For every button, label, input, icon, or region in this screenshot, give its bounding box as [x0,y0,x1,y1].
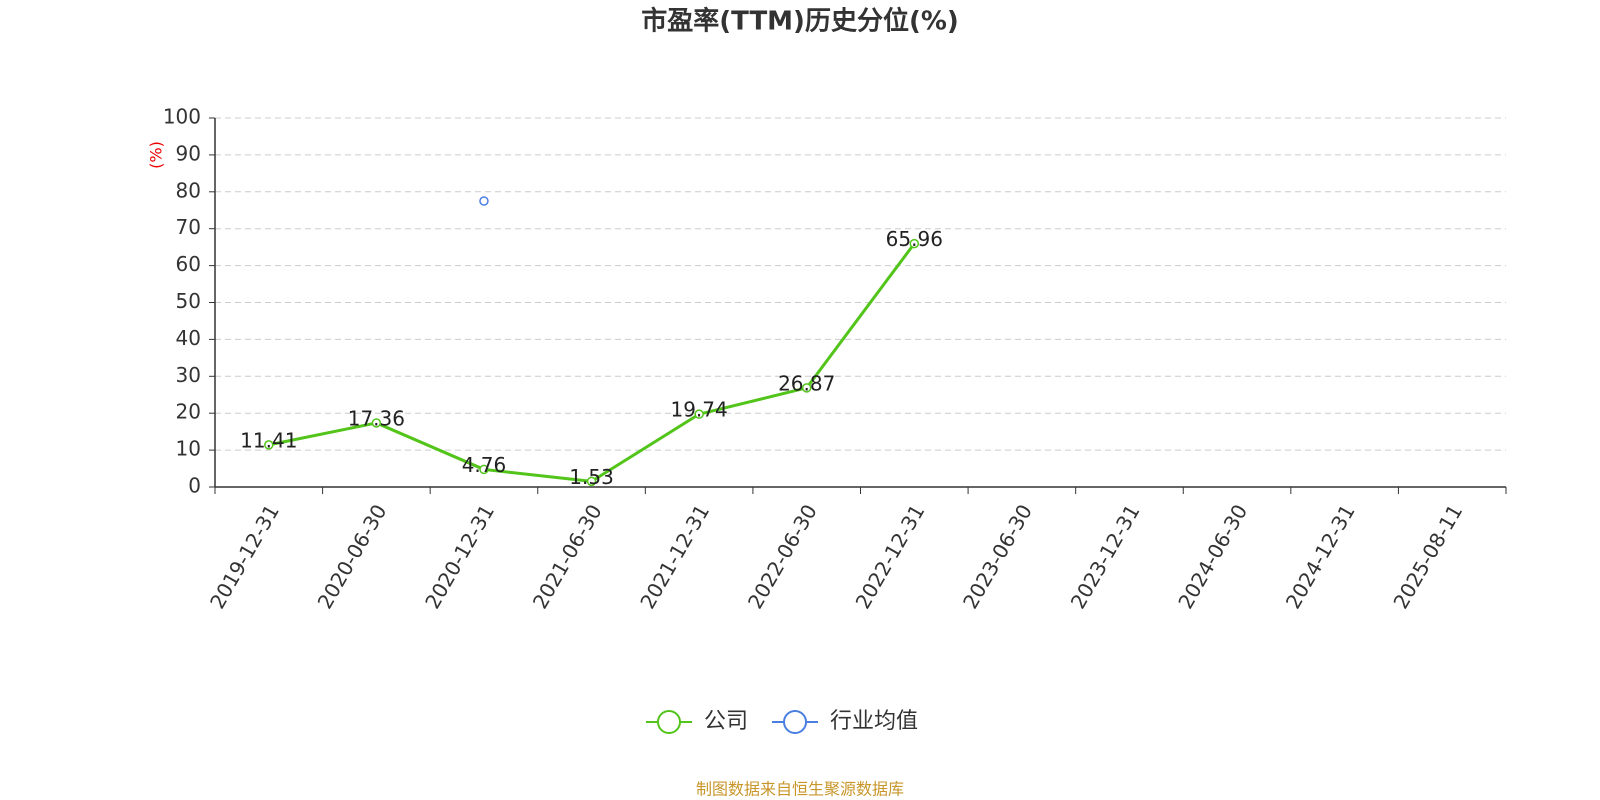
data-label: 65.96 [886,227,943,251]
x-tick-label: 2019-12-31 [205,500,284,613]
x-tick-label: 2021-06-30 [528,500,607,613]
data-label: 19.74 [670,398,727,422]
legend-marker [783,710,808,734]
chart-title: 市盈率(TTM)历史分位(%) [641,6,959,37]
y-tick-label: 40 [176,326,201,350]
y-tick-label: 90 [176,141,201,165]
x-tick-label: 2020-06-30 [313,500,392,613]
point [479,464,489,475]
point [586,476,597,487]
y-tick-label: 70 [176,215,201,239]
legend-label: 公司 [704,709,748,734]
y-tick-label: 0 [188,474,201,498]
x-tick-label: 2023-06-30 [958,500,1037,613]
data-label: 1.53 [569,465,614,489]
point [801,383,812,393]
x-tick-label: 2025-08-11 [1388,500,1467,613]
y-tick-label: 80 [176,178,201,202]
legend-label: 行业均值 [830,709,918,734]
point [264,440,274,450]
legend-marker [657,710,681,734]
y-tick-label: 60 [176,252,201,276]
x-tick-label: 2020-12-31 [420,500,499,613]
point [371,418,382,428]
data-label: 17.36 [348,406,405,430]
x-tick-label: 2022-06-30 [743,500,822,613]
y-tick-label: 50 [176,289,201,313]
x-tick-label: 2024-06-30 [1173,500,1252,613]
series-line [268,242,916,483]
point [694,409,704,419]
y-tick-label: 100 [163,105,201,129]
y-tick-label: 10 [176,437,201,461]
data-label: 26.87 [778,371,835,395]
x-tick-label: 2021-12-31 [635,500,714,613]
point [479,196,489,206]
x-tick-label: 2023-12-31 [1066,500,1145,613]
data-label: 11.41 [240,428,297,452]
data-label: 4.76 [462,453,507,477]
y-tick-label: 30 [176,363,201,387]
source-note: 制图数据来自恒生聚源数据库 [696,780,904,799]
y-tick-label: 20 [176,400,201,424]
x-tick-label: 2022-12-31 [850,500,929,613]
y-axis-label: (%) [147,141,166,169]
point [909,238,920,249]
x-tick-label: 2024-12-31 [1281,500,1360,613]
